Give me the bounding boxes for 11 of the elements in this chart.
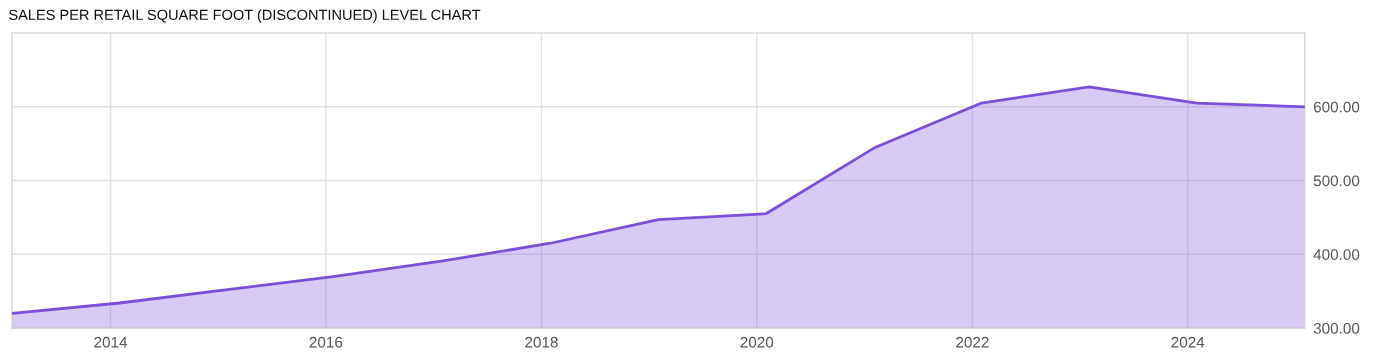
y-tick-label: 300.00	[1313, 322, 1360, 334]
x-tick-label: 2024	[1171, 336, 1205, 348]
x-tick-label: 2014	[94, 336, 128, 348]
x-tick-label: 2022	[956, 336, 989, 348]
x-tick-label: 2018	[525, 336, 558, 348]
y-tick-label: 400.00	[1313, 249, 1360, 260]
y-tick-label: 600.00	[1313, 101, 1360, 113]
x-tick-label: 2016	[309, 336, 343, 348]
x-tick-label: 2020	[740, 336, 774, 348]
y-tick-label: 500.00	[1313, 175, 1360, 187]
chart-title: SALES PER RETAIL SQUARE FOOT (DISCONTINUED) LEVEL CHART	[9, 9, 481, 23]
